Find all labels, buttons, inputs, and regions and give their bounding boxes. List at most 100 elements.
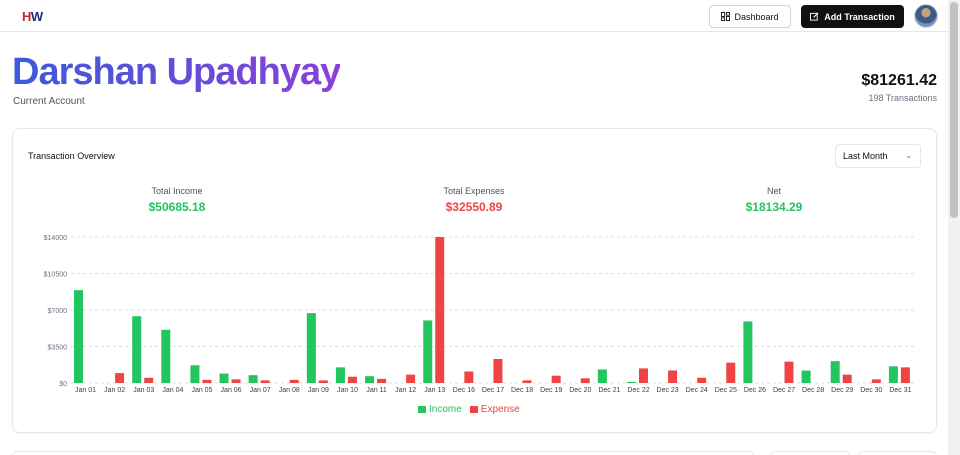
y-tick-label: $0 bbox=[59, 381, 67, 388]
user-avatar[interactable] bbox=[914, 4, 938, 28]
x-tick-label: Dec 27 bbox=[773, 387, 795, 394]
x-tick-label: Jan 06 bbox=[221, 387, 242, 394]
x-tick-label: Jan 05 bbox=[191, 387, 212, 394]
account-type: Current Account bbox=[13, 96, 85, 107]
expense-bar bbox=[522, 380, 532, 383]
expense-bar bbox=[144, 377, 154, 383]
scrollbar-thumb[interactable] bbox=[950, 2, 958, 218]
legend-income-swatch bbox=[418, 405, 426, 413]
x-tick-label: Dec 30 bbox=[860, 387, 882, 394]
app-logo[interactable]: HW bbox=[22, 9, 43, 24]
legend-expense-swatch bbox=[469, 405, 478, 413]
legend-income[interactable]: Income bbox=[418, 404, 462, 415]
expense-bar bbox=[551, 375, 561, 383]
expense-bar bbox=[668, 370, 678, 383]
income-bar bbox=[74, 290, 83, 383]
y-tick-label: $3500 bbox=[48, 345, 68, 352]
account-name: Darshan Upadhyay bbox=[12, 51, 341, 93]
x-tick-label: Jan 03 bbox=[133, 387, 154, 394]
income-stat: Total Income $50685.18 bbox=[77, 186, 277, 214]
income-label: Total Income bbox=[151, 186, 203, 196]
legend-expense[interactable]: Expense bbox=[469, 404, 520, 415]
dashboard-button[interactable]: Dashboard bbox=[709, 5, 791, 28]
expenses-label: Total Expenses bbox=[443, 186, 505, 196]
expenses-value: $32550.89 bbox=[445, 200, 503, 214]
income-bar bbox=[743, 321, 753, 383]
income-bar bbox=[219, 373, 229, 383]
x-tick-label: Jan 12 bbox=[395, 387, 416, 394]
card-title: Transaction Overview bbox=[28, 151, 115, 161]
range-select-value: Last Month bbox=[843, 151, 888, 161]
income-bar bbox=[132, 316, 142, 383]
x-tick-label: Jan 01 bbox=[75, 387, 96, 394]
x-tick-label: Jan 02 bbox=[104, 387, 125, 394]
x-tick-label: Jan 04 bbox=[162, 387, 183, 394]
expense-bar bbox=[726, 362, 736, 383]
expense-bar bbox=[493, 359, 503, 383]
expense-bar bbox=[260, 380, 270, 383]
income-bar bbox=[830, 361, 840, 383]
chevron-down-icon: ⌄ bbox=[905, 151, 912, 160]
net-stat: Net $18134.29 bbox=[674, 186, 874, 214]
x-tick-label: Dec 16 bbox=[453, 387, 475, 394]
x-tick-label: Jan 08 bbox=[279, 387, 300, 394]
chart-legend: Income Expense bbox=[418, 404, 520, 415]
income-bar bbox=[365, 376, 375, 383]
income-bar bbox=[190, 365, 200, 383]
expense-bar bbox=[580, 378, 590, 383]
next-section-card bbox=[770, 451, 850, 455]
next-section-card bbox=[12, 451, 754, 455]
x-tick-label: Jan 13 bbox=[424, 387, 445, 394]
net-label: Net bbox=[766, 186, 781, 196]
expense-bar bbox=[842, 374, 852, 383]
x-tick-label: Dec 20 bbox=[569, 387, 591, 394]
net-value: $18134.29 bbox=[745, 200, 803, 214]
x-tick-label: Dec 31 bbox=[889, 387, 911, 394]
x-tick-label: Dec 24 bbox=[686, 387, 708, 394]
expense-bar bbox=[115, 373, 125, 383]
x-tick-label: Dec 17 bbox=[482, 387, 504, 394]
x-tick-label: Dec 19 bbox=[540, 387, 562, 394]
income-bar bbox=[597, 369, 607, 383]
transaction-chart: $0 $3500 $7000 $10500 $14000 Jan 01 Jan 02 Jan … bbox=[44, 235, 915, 394]
x-tick-label: Dec 21 bbox=[598, 387, 620, 394]
range-select[interactable]: Last Month ⌄ bbox=[835, 144, 921, 168]
legend-income-label: Income bbox=[429, 404, 462, 415]
x-tick-label: Jan 10 bbox=[337, 387, 358, 394]
expense-bar bbox=[318, 380, 328, 383]
expense-bar bbox=[697, 377, 707, 383]
x-tick-label: Dec 26 bbox=[744, 387, 766, 394]
next-section-card bbox=[858, 451, 937, 455]
income-value: $50685.18 bbox=[148, 200, 206, 214]
income-bar bbox=[888, 366, 898, 383]
x-tick-label: Jan 07 bbox=[250, 387, 271, 394]
y-tick-label: $7000 bbox=[48, 308, 68, 315]
top-navbar: HW Dashboard Add Transaction bbox=[0, 0, 948, 32]
income-bar bbox=[423, 320, 433, 383]
expense-bar bbox=[784, 361, 794, 383]
x-tick-label: Dec 25 bbox=[715, 387, 737, 394]
income-bar bbox=[335, 367, 345, 383]
x-tick-label: Dec 28 bbox=[802, 387, 824, 394]
expense-bar bbox=[202, 379, 212, 383]
x-tick-label: Dec 18 bbox=[511, 387, 533, 394]
expense-bar bbox=[435, 237, 445, 383]
x-tick-label: Jan 09 bbox=[308, 387, 329, 394]
expense-bar bbox=[871, 379, 881, 383]
account-balance: $81261.42 bbox=[861, 72, 937, 89]
x-tick-label: Dec 23 bbox=[657, 387, 679, 394]
edit-icon bbox=[810, 12, 819, 21]
expense-bar bbox=[347, 376, 357, 383]
expense-bar bbox=[638, 368, 648, 383]
transaction-overview-card: Transaction Overview Last Month ⌄ Total … bbox=[12, 128, 937, 433]
x-tick-label: Dec 22 bbox=[627, 387, 649, 394]
income-bar bbox=[306, 313, 316, 383]
x-tick-label: Jan 11 bbox=[366, 387, 387, 394]
dashboard-icon bbox=[721, 12, 731, 21]
expense-bar bbox=[900, 367, 910, 383]
add-transaction-button[interactable]: Add Transaction bbox=[801, 5, 904, 28]
add-transaction-label: Add Transaction bbox=[824, 11, 895, 22]
expense-bar bbox=[289, 379, 299, 383]
expense-bar bbox=[377, 378, 387, 383]
income-bar bbox=[626, 381, 636, 383]
